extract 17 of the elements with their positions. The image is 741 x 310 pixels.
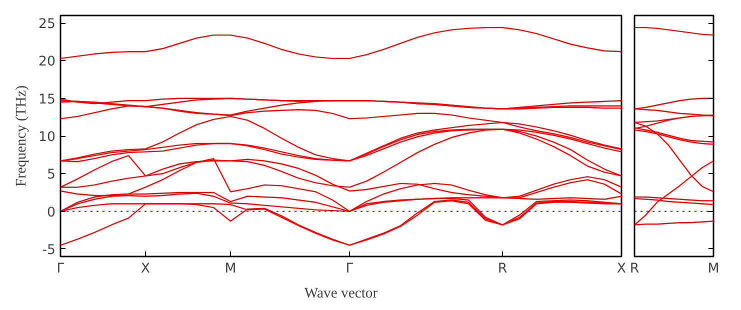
x-tick-label: X — [140, 262, 150, 276]
y-axis-title: Frequency (THz) — [14, 85, 30, 187]
y-tick-label: 5 — [47, 168, 56, 183]
x-tick-label: M — [708, 262, 720, 276]
y-tick-label: 0 — [47, 205, 56, 220]
y-tick-label: 20 — [38, 54, 56, 70]
x-tick-label: R — [630, 262, 640, 276]
x-axis-title: Wave vector — [304, 286, 378, 302]
y-tick-label: -5 — [42, 242, 56, 258]
x-tick-label: R — [498, 262, 508, 276]
y-tick-label: 15 — [38, 92, 56, 108]
x-tick-label: X — [616, 262, 626, 276]
x-tick-label: Γ — [346, 262, 354, 276]
y-tick-label: 10 — [38, 130, 56, 145]
y-tick-label: 25 — [38, 17, 56, 32]
x-tick-label: Γ — [56, 262, 65, 276]
x-tick-label: M — [224, 262, 236, 276]
